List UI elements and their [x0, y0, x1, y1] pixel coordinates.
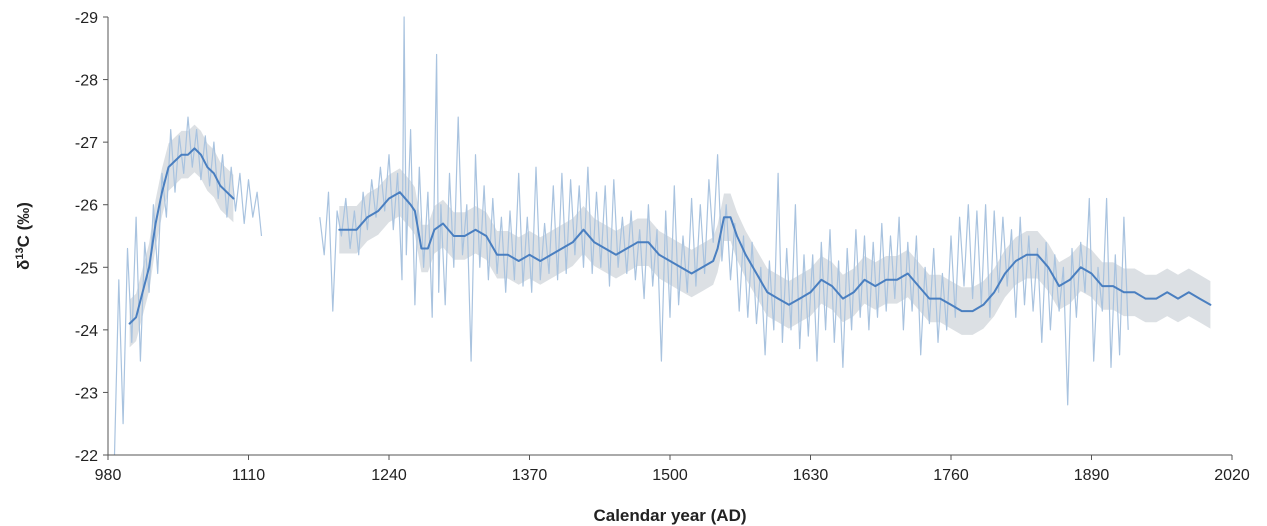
y-axis-title: δ13C (‰) — [14, 202, 33, 270]
x-tick-label: 1500 — [652, 467, 688, 484]
smoothed-series-layer — [128, 147, 1212, 325]
raw-series-line — [319, 16, 1129, 406]
x-tick-label: 1240 — [371, 467, 407, 484]
x-axis-title: Calendar year (AD) — [593, 506, 746, 525]
raw-series-layer — [113, 16, 1129, 456]
smoothed-series-line — [338, 191, 1212, 313]
x-tick-label: 1890 — [1074, 467, 1110, 484]
y-axis-ticks: -22 -23 -24 -25 -26 -27 -28 -29 — [75, 10, 108, 465]
y-tick-label: -23 — [75, 385, 98, 402]
x-tick-label: 1630 — [793, 467, 829, 484]
y-tick-label: -26 — [75, 198, 98, 215]
y-axis-title-prefix: δ — [14, 260, 33, 270]
y-axis-title-superscript: 13 — [14, 247, 26, 259]
x-tick-label: 1370 — [512, 467, 548, 484]
raw-series-line — [113, 116, 263, 456]
x-tick-label: 1110 — [232, 467, 265, 484]
y-tick-label: -28 — [75, 73, 98, 90]
x-tick-label: 1760 — [933, 467, 969, 484]
y-tick-label: -29 — [75, 10, 98, 27]
x-tick-label: 980 — [95, 467, 122, 484]
y-tick-label: -24 — [75, 323, 98, 340]
y-tick-label: -22 — [75, 448, 98, 465]
uncertainty-band — [129, 124, 234, 348]
y-axis-title-suffix: C (‰) — [14, 202, 33, 247]
y-tick-label: -25 — [75, 260, 98, 277]
x-axis-ticks: 980 1110 1240 1370 1500 1630 1760 1890 2020 — [95, 455, 1250, 484]
y-tick-label: -27 — [75, 135, 98, 152]
x-tick-label: 2020 — [1214, 467, 1250, 484]
smoothed-series-line — [128, 147, 235, 325]
